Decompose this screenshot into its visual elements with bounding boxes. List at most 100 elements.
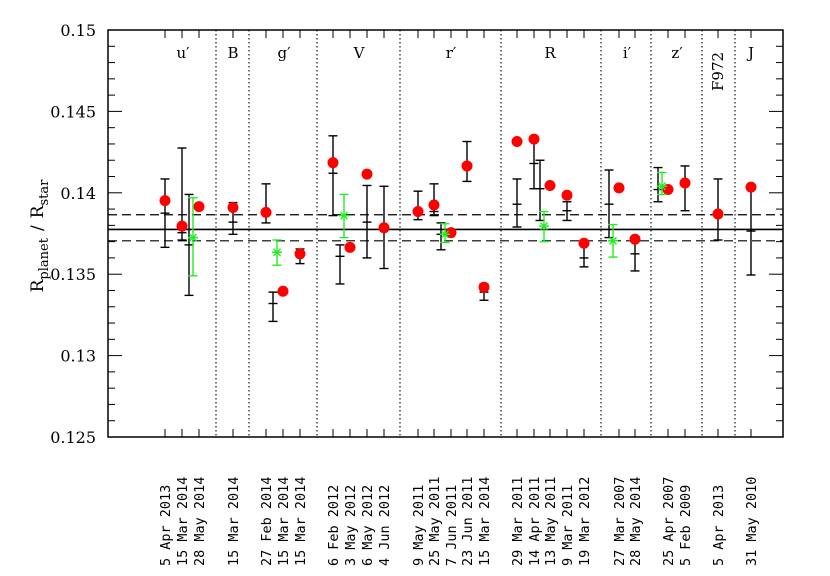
red-data-point <box>528 133 540 145</box>
star-stroke <box>609 236 617 245</box>
red-data-point <box>478 281 490 293</box>
y-axis-label-separator: / <box>28 225 48 231</box>
green-star-marker <box>440 230 450 239</box>
star-stroke <box>658 182 666 191</box>
y-tick-label: 0.13 <box>60 347 96 366</box>
red-data-point <box>277 285 289 297</box>
red-data-point <box>561 189 573 201</box>
y-axis-label: Rplanet / Rstar <box>28 179 52 293</box>
y-axis-label-sub-a: planet <box>37 237 52 279</box>
red-data-point <box>712 208 724 220</box>
star-stroke <box>273 248 281 257</box>
red-data-point <box>679 177 691 189</box>
band-label: u′ <box>176 44 190 62</box>
x-date-label: 9 May 2011 <box>411 485 427 566</box>
red-data-point <box>260 206 272 218</box>
red-data-point <box>361 168 373 180</box>
x-date-label: 15 Mar 2014 <box>175 477 191 566</box>
x-date-label: 14 Apr 2011 <box>527 477 543 566</box>
x-date-label: 25 Apr 2007 <box>661 477 677 566</box>
x-date-label: 25 May 2011 <box>427 477 443 566</box>
y-tick-label: 0.15 <box>60 21 96 40</box>
red-data-point <box>578 237 590 249</box>
star-stroke <box>340 211 348 220</box>
red-data-point <box>327 157 339 169</box>
x-date-label: 27 Mar 2007 <box>612 477 628 566</box>
y-tick-label: 0.135 <box>50 265 96 284</box>
x-date-label: 15 Mar 2014 <box>293 477 309 566</box>
black-errorbar <box>535 159 545 222</box>
black-errorbar <box>160 178 170 249</box>
black-errorbar <box>362 184 372 259</box>
star-stroke <box>441 230 449 239</box>
black-errorbar <box>328 135 338 217</box>
black-errorbar <box>268 291 278 323</box>
band-label: r′ <box>446 44 457 62</box>
y-axis-label-main-b: R <box>28 204 48 218</box>
black-errorbar <box>335 244 345 285</box>
black-errorbar <box>562 201 572 222</box>
black-errorbar <box>436 222 446 251</box>
x-date-label: 15 Mar 2014 <box>226 477 242 566</box>
green-star-marker <box>188 233 198 242</box>
star-stroke <box>189 233 197 242</box>
x-date-label: 5 Apr 2013 <box>158 485 174 566</box>
black-errorbar <box>184 193 194 297</box>
y-axis-label-sub-b: star <box>37 179 52 206</box>
y-tick-label: 0.125 <box>50 428 96 447</box>
red-data-point <box>613 182 625 194</box>
band-label: F972 <box>709 52 727 91</box>
black-errorbar <box>653 166 663 203</box>
red-data-point <box>544 179 556 191</box>
green-star-marker <box>608 236 618 245</box>
band-label: J <box>746 44 754 62</box>
band-label: B <box>227 44 238 62</box>
x-date-label: 9 Mar 2011 <box>560 485 576 566</box>
green-star-marker <box>657 182 667 191</box>
green-star-marker <box>539 222 549 231</box>
x-date-label: 28 May 2014 <box>628 477 644 566</box>
x-date-label: 29 Mar 2011 <box>510 477 526 566</box>
red-data-point <box>412 206 424 218</box>
band-label: i′ <box>623 44 632 62</box>
red-data-point <box>511 136 523 148</box>
red-data-point <box>428 199 440 211</box>
x-date-label: 4 Jun 2012 <box>377 485 393 566</box>
black-errorbar <box>604 169 614 239</box>
x-date-label: 6 Feb 2012 <box>326 485 342 566</box>
star-stroke <box>540 222 548 231</box>
x-date-label: 19 Mar 2012 <box>577 477 593 566</box>
band-label: R <box>544 44 556 62</box>
red-data-point <box>159 195 171 207</box>
band-label: V <box>353 44 366 62</box>
band-label: z′ <box>671 44 683 62</box>
y-axis-label-main-a: R <box>28 278 48 292</box>
red-data-point <box>344 241 356 253</box>
x-date-label: 31 May 2010 <box>744 477 760 566</box>
x-date-label: 23 Jun 2011 <box>460 477 476 566</box>
x-date-label: 15 Mar 2014 <box>477 477 493 566</box>
x-date-label: 27 Feb 2014 <box>259 477 275 566</box>
red-data-point <box>294 248 306 260</box>
y-tick-label: 0.145 <box>50 102 96 121</box>
x-date-label: 13 May 2011 <box>543 477 559 566</box>
red-data-point <box>629 233 641 245</box>
red-data-point <box>378 222 390 234</box>
green-star-marker <box>272 248 282 257</box>
x-date-label: 5 Apr 2013 <box>711 485 727 566</box>
y-tick-label: 0.14 <box>60 184 96 203</box>
red-data-point <box>176 220 188 232</box>
x-date-label: 6 May 2012 <box>360 485 376 566</box>
green-star-marker <box>339 211 349 220</box>
black-errorbar <box>512 178 522 228</box>
red-data-point <box>227 201 239 213</box>
black-errorbar <box>746 186 756 276</box>
band-label: g′ <box>277 44 291 62</box>
x-date-label: 3 May 2012 <box>343 485 359 566</box>
x-date-label: 7 Jun 2011 <box>444 485 460 566</box>
x-date-label: 5 Feb 2009 <box>678 485 694 566</box>
red-data-point <box>193 201 205 213</box>
x-date-label: 15 Mar 2014 <box>276 477 292 566</box>
plot-frame <box>107 29 784 438</box>
red-data-point <box>461 160 473 172</box>
